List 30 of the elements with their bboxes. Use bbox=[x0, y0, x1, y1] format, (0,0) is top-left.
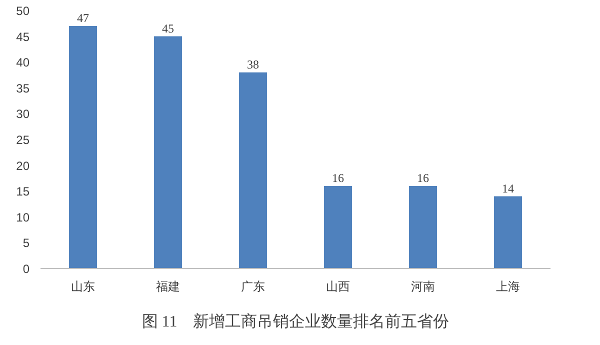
y-tick-label: 25 bbox=[16, 133, 30, 147]
x-tick-label: 上海 bbox=[496, 280, 520, 294]
bar bbox=[494, 196, 522, 268]
x-tick-label: 广东 bbox=[241, 280, 265, 294]
y-tick-label: 20 bbox=[16, 158, 30, 173]
y-tick-label: 0 bbox=[22, 262, 30, 276]
data-label: 47 bbox=[77, 10, 89, 25]
y-tick-label: 10 bbox=[16, 210, 30, 224]
bar bbox=[408, 186, 438, 268]
x-tick-label: 山西 bbox=[326, 280, 350, 294]
bar bbox=[154, 36, 182, 268]
y-tick-label: 35 bbox=[16, 81, 30, 96]
bar bbox=[68, 26, 98, 268]
y-tick-label: 5 bbox=[22, 236, 30, 250]
y-tick-label: 15 bbox=[16, 184, 30, 199]
data-label: 16 bbox=[417, 170, 429, 185]
x-tick-label: 河南 bbox=[411, 280, 435, 294]
data-label: 45 bbox=[162, 21, 174, 36]
data-label: 16 bbox=[332, 170, 344, 185]
y-tick-label: 30 bbox=[16, 107, 30, 122]
x-tick-label: 福建 bbox=[156, 280, 180, 294]
data-label: 14 bbox=[502, 181, 514, 196]
bar bbox=[238, 72, 268, 268]
y-tick-label: 50 bbox=[16, 4, 30, 18]
y-tick-label: 45 bbox=[16, 30, 30, 44]
y-tick-label: 40 bbox=[16, 56, 30, 70]
text: 图 11 新增工商吊销企业数量排名前五省份 bbox=[142, 312, 450, 330]
x-tick-label: 山东 bbox=[71, 280, 95, 294]
data-label: 38 bbox=[247, 57, 259, 72]
bar bbox=[324, 186, 352, 268]
